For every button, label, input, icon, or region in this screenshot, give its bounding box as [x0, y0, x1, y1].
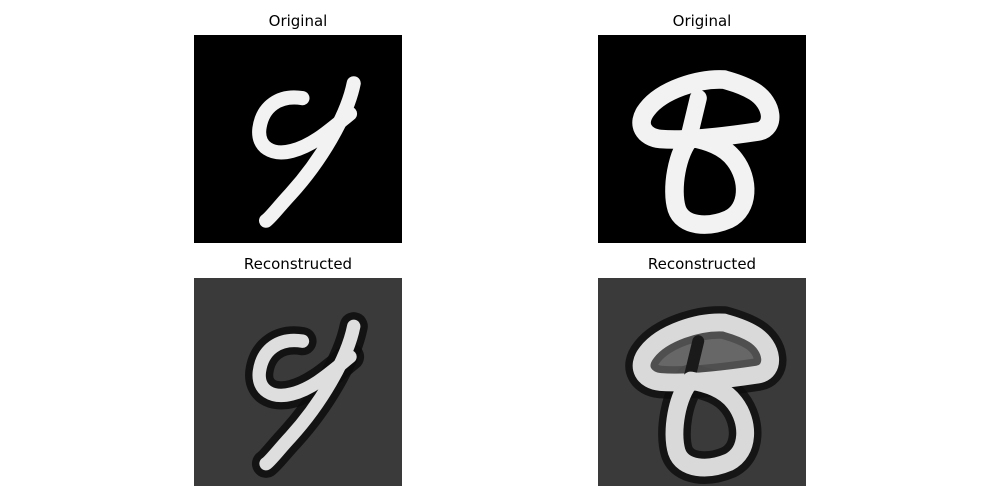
- digit-9-original-svg: [194, 35, 402, 243]
- digit-9-stem: [258, 76, 361, 228]
- digit-8-upper-lobe: [632, 313, 780, 392]
- digit-9-stem: [259, 319, 361, 471]
- digit-8-reconstructed-svg: [598, 278, 806, 486]
- digit-8-lower-lobe: [665, 371, 755, 477]
- digit-8-lower-lobe: [665, 128, 755, 234]
- original-digit-8-image: [598, 35, 806, 243]
- reconstructed-digit-9-image: [194, 278, 402, 486]
- image-background: [194, 35, 402, 243]
- panel-title-original-9: Original: [268, 12, 328, 30]
- panel-title-reconstructed-8: Reconstructed: [647, 255, 757, 273]
- digit-9-reconstructed-svg: [194, 278, 402, 486]
- reconstructed-digit-8-image: [598, 278, 806, 486]
- digit-8-original-svg: [598, 35, 806, 243]
- digit-9-loop: [252, 90, 358, 160]
- digit-9-loop: [252, 333, 357, 402]
- panel-title-original-8: Original: [672, 12, 732, 30]
- panel-title-reconstructed-9: Reconstructed: [243, 255, 353, 273]
- original-digit-9-image: [194, 35, 402, 243]
